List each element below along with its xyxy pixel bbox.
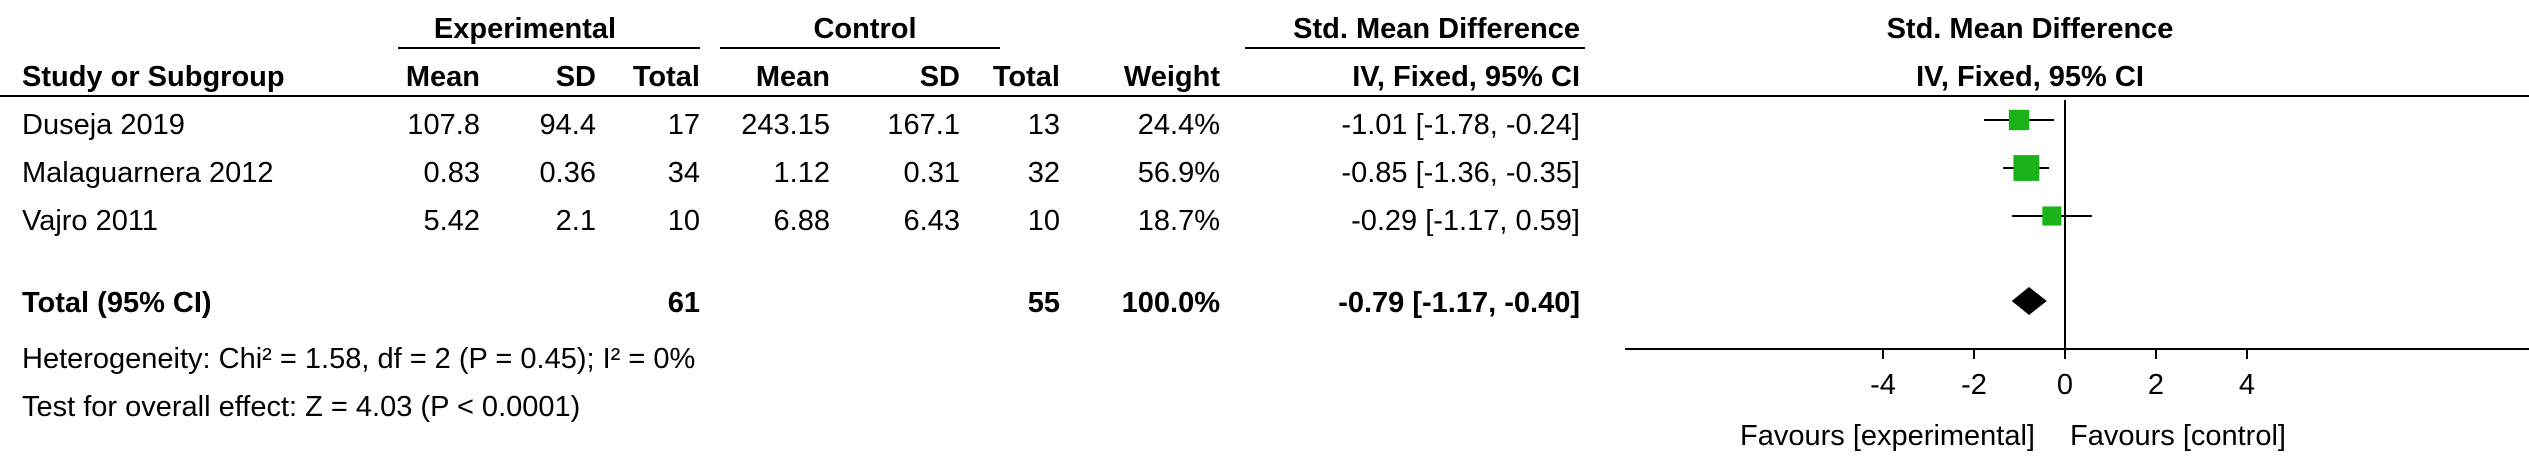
heterogeneity-text: Heterogeneity: Chi² = 1.58, df = 2 (P = … [22,343,696,375]
row-exp-mean: 107.8 [407,109,480,141]
control-underline [720,47,1000,49]
control-group-header: Control [813,13,917,45]
study-marker [2013,155,2040,181]
column-study: Study or Subgroup [22,61,285,93]
row-ctl-total: 13 [1027,109,1060,141]
row-exp-sd: 2.1 [555,205,596,237]
column-exp-sd: SD [555,61,596,93]
study-marker [2008,109,2030,131]
column-ctl-total: Total [992,61,1060,93]
x-tick-label: 0 [2057,369,2073,401]
pooled-diamond [2011,287,2047,315]
x-tick-label: -4 [1870,369,1896,401]
row-ctl-sd: 0.31 [903,157,960,189]
total-label: Total (95% CI) [22,287,212,319]
plot-subtitle: IV, Fixed, 95% CI [1916,61,2144,93]
row-study: Malaguarnera 2012 [22,157,274,189]
row-exp-mean: 5.42 [423,205,480,237]
row-study: Duseja 2019 [22,109,185,141]
header-rule [0,95,2529,97]
study-marker [2042,206,2062,226]
column-ctl-mean: Mean [755,61,830,93]
column-ci: IV, Fixed, 95% CI [1352,61,1580,93]
column-exp-total: Total [632,61,700,93]
row-exp-total: 17 [667,109,700,141]
row-exp-sd: 94.4 [539,109,596,141]
row-weight: 56.9% [1137,157,1220,189]
total-exp: 61 [667,287,700,319]
row-ctl-mean: 1.12 [773,157,830,189]
row-ci: -0.85 [-1.36, -0.35] [1341,157,1580,189]
row-exp-sd: 0.36 [539,157,596,189]
row-ctl-mean: 243.15 [741,109,830,141]
row-ctl-sd: 6.43 [903,205,960,237]
x-tick-label: 2 [2148,369,2164,401]
row-weight: 24.4% [1137,109,1220,141]
row-study: Vajro 2011 [22,205,158,237]
total-ctl: 55 [1027,287,1060,319]
favours-experimental-label: Favours [experimental] [1740,420,2035,452]
column-ctl-sd: SD [919,61,960,93]
total-weight: 100.0% [1121,287,1220,319]
row-exp-mean: 0.83 [423,157,480,189]
total-ci: -0.79 [-1.17, -0.40] [1338,287,1580,319]
x-tick-label: -2 [1961,369,1987,401]
overall-effect-text: Test for overall effect: Z = 4.03 (P < 0… [22,391,581,423]
smd-underline [1245,47,1585,49]
row-ci: -1.01 [-1.78, -0.24] [1341,109,1580,141]
experimental-underline [398,47,700,49]
row-ctl-total: 10 [1027,205,1060,237]
x-tick-label: 4 [2239,369,2255,401]
row-ci: -0.29 [-1.17, 0.59] [1351,205,1580,237]
experimental-group-header: Experimental [433,13,617,45]
row-exp-total: 34 [667,157,700,189]
row-exp-total: 10 [667,205,700,237]
row-ctl-total: 32 [1027,157,1060,189]
favours-control-label: Favours [control] [2070,420,2286,452]
row-ctl-mean: 6.88 [773,205,830,237]
row-weight: 18.7% [1137,205,1220,237]
column-weight: Weight [1123,61,1220,93]
plot-title: Std. Mean Difference [1886,13,2174,45]
smd-group-header: Std. Mean Difference [1293,13,1580,45]
column-exp-mean: Mean [405,61,480,93]
row-ctl-sd: 167.1 [887,109,960,141]
